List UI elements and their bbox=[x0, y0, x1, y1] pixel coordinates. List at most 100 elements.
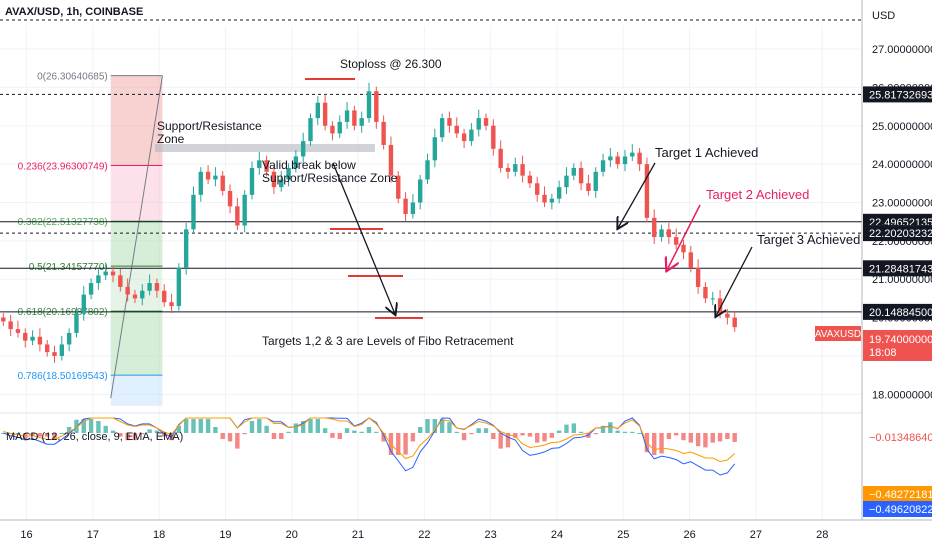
macd-histogram-bar bbox=[483, 428, 489, 433]
macd-histogram-bar bbox=[410, 433, 416, 442]
time-tick-label: 26 bbox=[683, 529, 695, 541]
macd-histogram-bar bbox=[271, 433, 277, 439]
macd-histogram-bar bbox=[710, 433, 715, 443]
macd-histogram-bar bbox=[418, 427, 423, 433]
macd-histogram-bar bbox=[637, 433, 642, 434]
valid-break-text-1: Valid break below bbox=[262, 158, 356, 172]
candle-body bbox=[242, 194, 247, 226]
time-tick-label: 16 bbox=[20, 529, 32, 541]
candle-body bbox=[205, 171, 211, 180]
macd-histogram-bar bbox=[257, 419, 262, 433]
candle-body bbox=[396, 175, 401, 199]
time-axis-ticks: 16 17 18 19 20 21 22 23 24 25 26 27 28 bbox=[20, 529, 828, 541]
candle-body bbox=[710, 298, 715, 300]
fib-zone bbox=[110, 375, 163, 406]
red-markers bbox=[305, 78, 423, 319]
signal-line bbox=[3, 417, 736, 463]
candle-body bbox=[279, 179, 284, 188]
stoploss-text: Stoploss @ 26.300 bbox=[340, 57, 442, 71]
candle-body bbox=[257, 160, 262, 168]
candle-body bbox=[125, 286, 130, 295]
price-label-text: 25.81732693 bbox=[869, 89, 932, 101]
macd-histogram-bar bbox=[425, 419, 430, 433]
macd-histogram-bar bbox=[549, 433, 555, 438]
candle-body bbox=[447, 118, 452, 126]
candle-body bbox=[315, 102, 321, 119]
candle-body bbox=[23, 332, 28, 341]
macd-histogram-bar bbox=[461, 433, 467, 441]
candle-body bbox=[388, 144, 394, 176]
price-label-box bbox=[863, 303, 932, 320]
macd-label: MACD (12, 26, close, 9, EMA, EMA) bbox=[6, 431, 183, 443]
macd-histogram-bar bbox=[396, 433, 401, 455]
candle-body bbox=[725, 313, 730, 318]
candle-body bbox=[220, 175, 225, 191]
macd-histogram-bar bbox=[659, 433, 664, 454]
macd-histogram-bar bbox=[242, 433, 247, 435]
candle-body bbox=[513, 164, 518, 172]
macd-histogram-bar bbox=[162, 433, 167, 437]
macd-histogram-bar bbox=[52, 433, 57, 439]
macd-histogram-bar bbox=[454, 431, 459, 433]
macd-histogram-bar bbox=[176, 425, 182, 433]
candle-body bbox=[132, 294, 138, 299]
candle-body bbox=[227, 190, 233, 207]
candle-body bbox=[308, 118, 313, 142]
candle-body bbox=[110, 271, 116, 276]
time-tick-label: 22 bbox=[418, 529, 430, 541]
macd-value-box bbox=[863, 501, 932, 517]
macd-histogram-bar bbox=[652, 433, 657, 455]
candle-body bbox=[461, 133, 467, 142]
macd-histogram-bar bbox=[147, 429, 152, 433]
candle-body bbox=[418, 179, 423, 203]
price-label-text: 21.28481743 bbox=[869, 263, 932, 275]
macd-histogram-bar bbox=[132, 433, 138, 441]
time-tick-label: 25 bbox=[617, 529, 629, 541]
symbol-title[interactable]: AVAX/USD, 1h, COINBASE bbox=[5, 6, 143, 18]
last-price-symbol: AVAXUSD bbox=[815, 329, 861, 340]
candle-body bbox=[608, 156, 613, 161]
macd-histogram-bar bbox=[66, 427, 72, 433]
time-tick-label: 27 bbox=[750, 529, 762, 541]
candle-body bbox=[337, 121, 342, 134]
candle-body bbox=[74, 313, 79, 333]
macd-histogram-bar bbox=[227, 433, 233, 442]
macd-histogram-bar bbox=[622, 431, 628, 433]
macd-histogram-bar bbox=[600, 425, 606, 433]
last-price-tag bbox=[863, 330, 932, 361]
candle-body bbox=[264, 160, 269, 172]
break-arrow bbox=[332, 162, 395, 314]
fib-level-label: 0.618(20.16987802) bbox=[18, 307, 108, 318]
candle-body bbox=[732, 317, 737, 328]
macd-histogram-bar bbox=[279, 433, 284, 439]
last-price-symbol-tag bbox=[815, 326, 861, 341]
fib-zone bbox=[110, 75, 163, 166]
macd-histogram-bar bbox=[673, 433, 679, 436]
macd-histogram-bar bbox=[578, 431, 584, 433]
fib-trend-line bbox=[110, 75, 163, 399]
macd-histogram-bar bbox=[381, 433, 386, 442]
macd-histogram-bar bbox=[491, 433, 496, 439]
candle-body bbox=[439, 118, 445, 138]
candle-body bbox=[556, 187, 562, 199]
price-label-box bbox=[863, 260, 932, 277]
candle-body bbox=[483, 118, 489, 126]
macd-histogram-bar bbox=[535, 433, 540, 443]
time-tick-label: 19 bbox=[219, 529, 231, 541]
candle-body bbox=[615, 156, 620, 165]
fib-retracement: 0(26.30640685) 0.236(23.96300749) 0.382(22… bbox=[18, 72, 163, 406]
macd-histogram-bar bbox=[45, 433, 50, 437]
candle-body bbox=[330, 125, 335, 134]
candle-body bbox=[688, 252, 694, 268]
macd-histogram-bar bbox=[220, 433, 225, 439]
candle-body bbox=[59, 344, 65, 356]
time-tick-label: 24 bbox=[551, 529, 563, 541]
candle-body bbox=[476, 118, 481, 130]
candle-body bbox=[293, 156, 299, 168]
fib-level-label: 0(26.30640685) bbox=[37, 72, 108, 83]
macd-histogram-bar bbox=[681, 433, 686, 441]
candle-body bbox=[154, 283, 160, 291]
macd-histogram-bar bbox=[183, 419, 189, 433]
macd-histogram-bar bbox=[315, 419, 321, 433]
